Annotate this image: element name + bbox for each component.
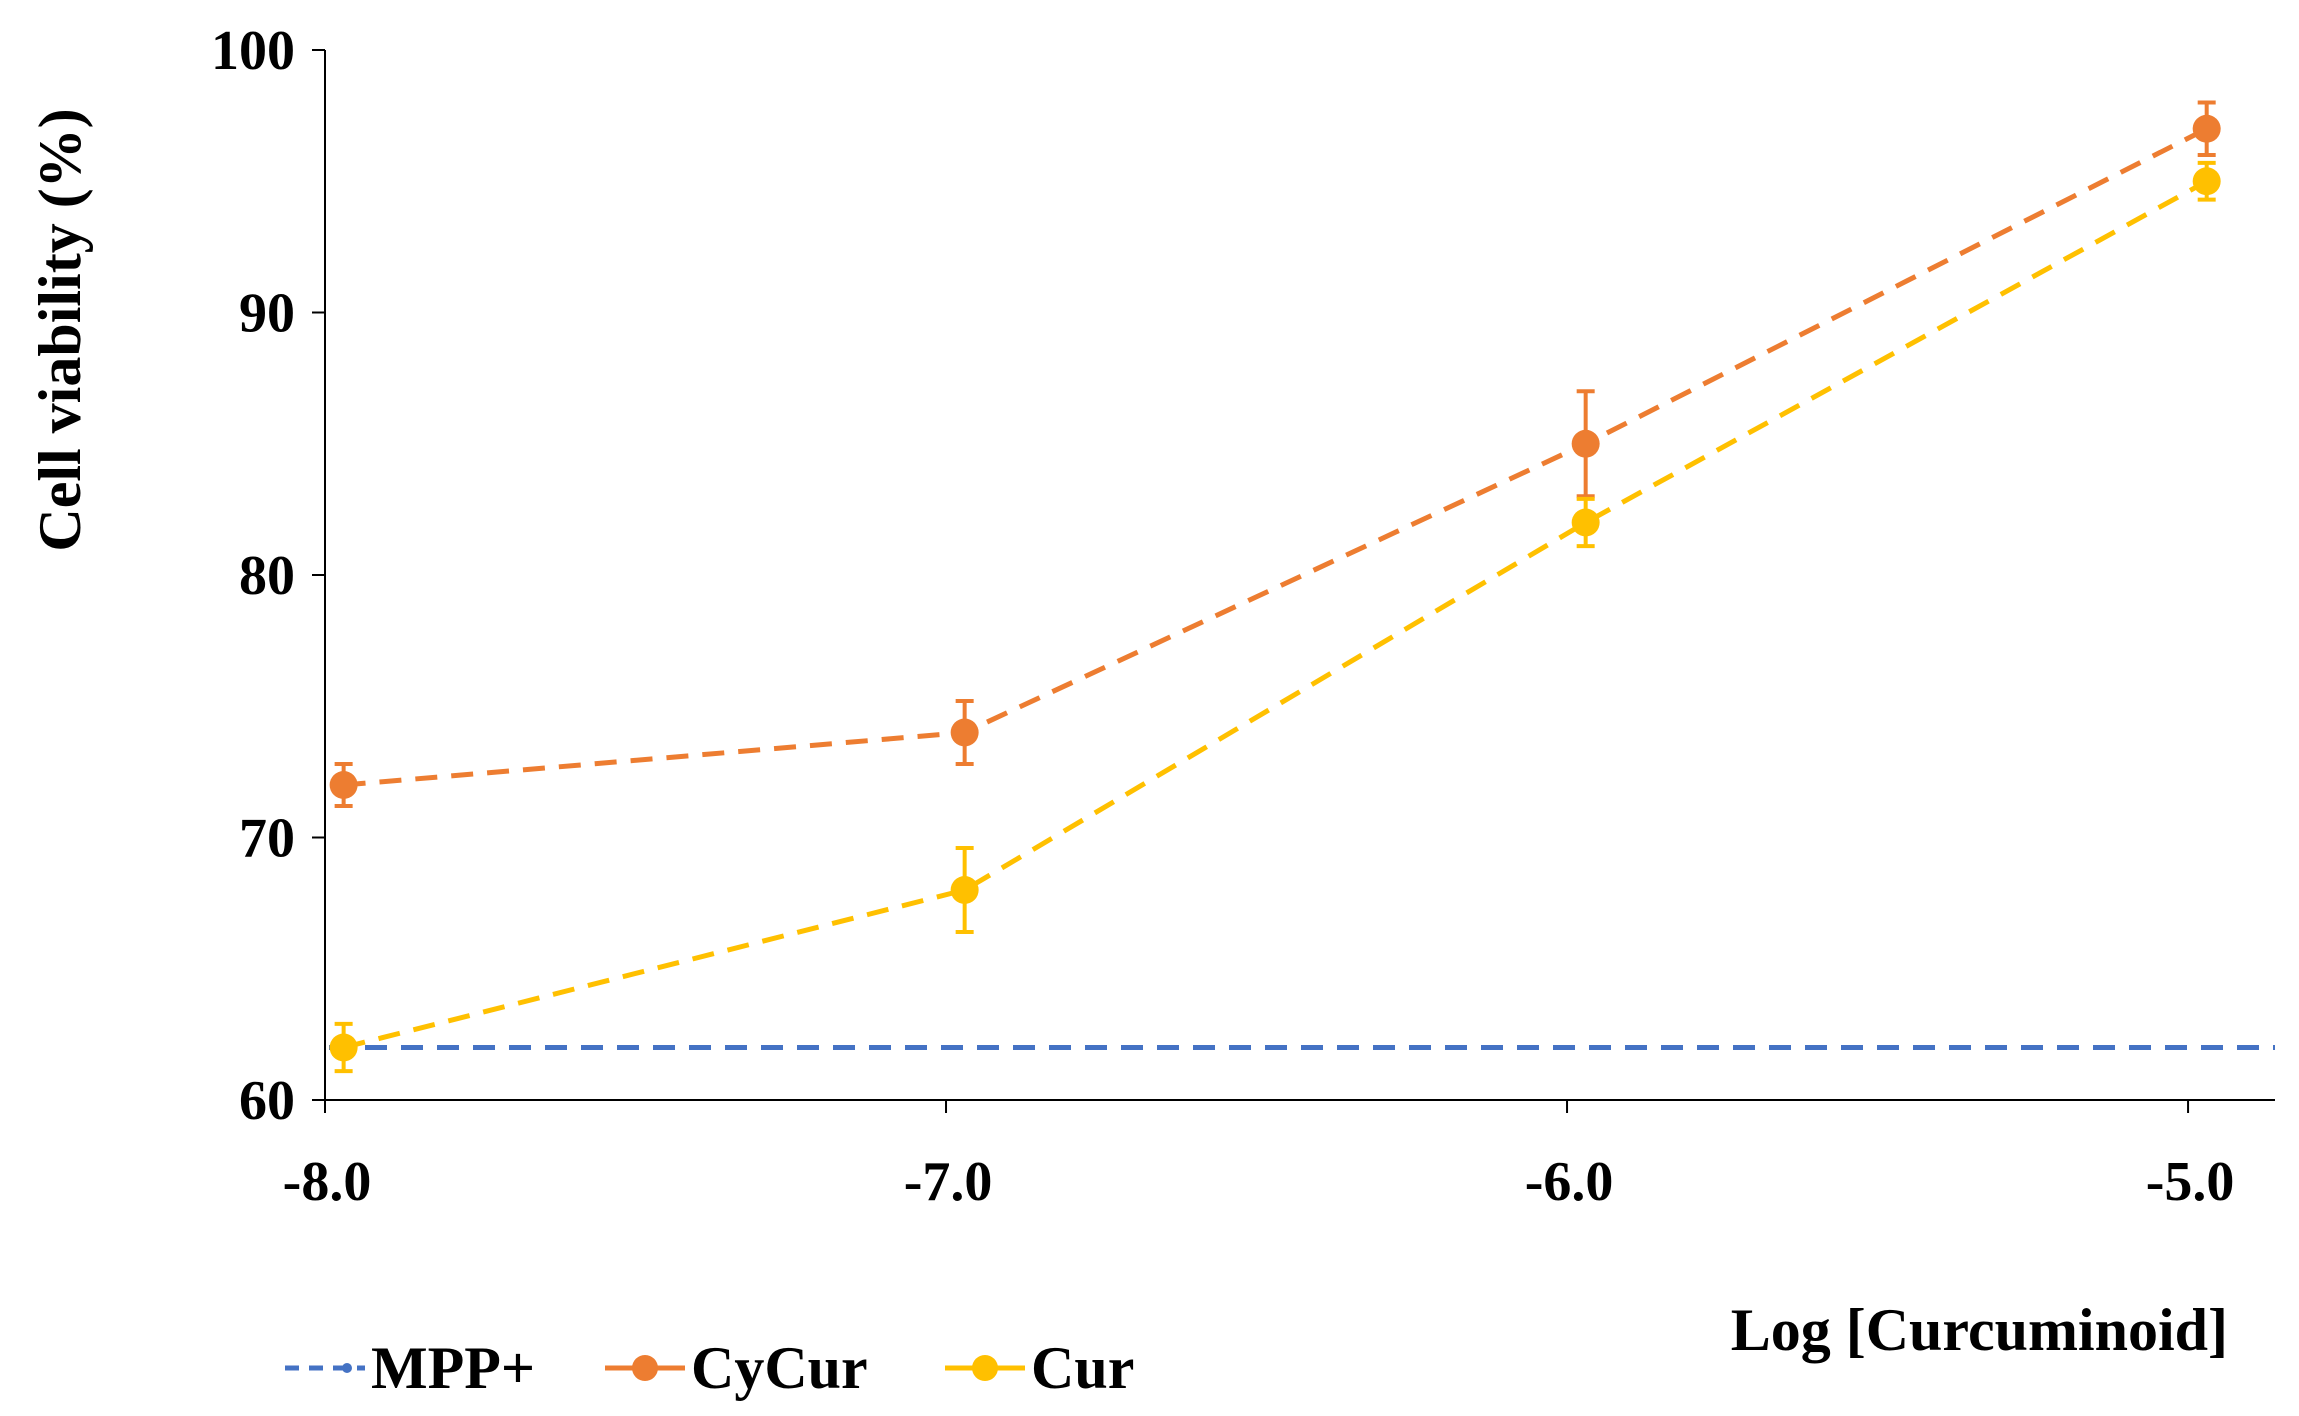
legend-marker-mpp xyxy=(342,1363,352,1373)
legend-label-mpp: MPP+ xyxy=(371,1335,535,1401)
axis-labels-group: Cell viability (%) Log [Curcuminoid] xyxy=(27,108,2228,1363)
y-tick-label: 90 xyxy=(239,283,295,345)
legend-label-cur: Cur xyxy=(1031,1335,1134,1401)
legend-item-cycur: CyCur xyxy=(605,1335,868,1401)
series-cycur xyxy=(329,100,2221,808)
y-tick-label: 60 xyxy=(239,1070,295,1132)
x-tick-label: -7.0 xyxy=(904,1151,993,1213)
series-group xyxy=(329,100,2275,1074)
data-point-cur xyxy=(329,1033,358,1062)
data-point-cycur xyxy=(329,771,358,799)
x-tick-label: -5.0 xyxy=(2146,1151,2235,1213)
y-tick-label: 70 xyxy=(239,808,295,870)
legend-marker-cycur xyxy=(632,1355,658,1381)
x-tick-label: -6.0 xyxy=(1525,1151,1614,1213)
y-tick-label: 100 xyxy=(211,20,295,82)
y-axis-title: Cell viability (%) xyxy=(27,108,93,551)
data-point-cycur xyxy=(2192,114,2221,143)
legend-label-cycur: CyCur xyxy=(691,1335,868,1401)
legend-item-cur: Cur xyxy=(945,1335,1134,1401)
data-point-cycur xyxy=(950,718,979,747)
data-point-cur xyxy=(1571,508,1600,537)
legend-item-mpp: MPP+ xyxy=(285,1335,535,1401)
series-line-cur xyxy=(342,179,2208,1050)
data-point-cur xyxy=(2192,167,2221,196)
x-tick-label: -8.0 xyxy=(283,1151,372,1213)
legend: MPP+ CyCur Cur xyxy=(285,1335,1134,1401)
legend-marker-cur xyxy=(972,1355,998,1381)
y-tick-label: 80 xyxy=(239,545,295,607)
data-point-cycur xyxy=(1571,429,1600,458)
axes-group: 60 70 80 90 100 -8.0 -7.0 -6.0 -5.0 xyxy=(211,20,2275,1213)
series-line-cycur xyxy=(343,126,2208,788)
data-point-cur xyxy=(950,876,979,904)
series-cur xyxy=(329,160,2221,1074)
x-axis-title: Log [Curcuminoid] xyxy=(1731,1297,2228,1363)
